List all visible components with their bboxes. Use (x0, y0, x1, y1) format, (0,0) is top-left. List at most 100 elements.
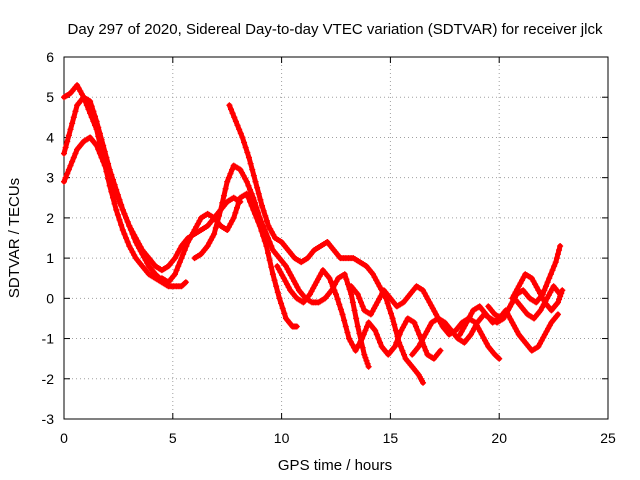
data-point (280, 275, 287, 282)
data-point (293, 323, 300, 330)
data-point (96, 130, 103, 137)
data-point (240, 172, 247, 179)
data-point (114, 194, 121, 201)
data-point (539, 304, 546, 311)
x-tick-label: 5 (169, 430, 177, 446)
y-axis-title: SDTVAR / TECUs (6, 178, 23, 298)
data-point (93, 142, 100, 149)
data-point (180, 251, 187, 258)
data-point (216, 212, 223, 219)
data-point (284, 281, 291, 288)
series-track-10 (457, 303, 561, 354)
data-point (116, 198, 123, 205)
data-point (278, 300, 285, 307)
data-point (279, 305, 286, 312)
data-point (72, 150, 79, 157)
data-point (262, 212, 269, 219)
data-point (276, 295, 283, 302)
data-point (111, 186, 118, 193)
data-point (422, 347, 429, 354)
data-point (265, 250, 271, 257)
data-point (281, 310, 288, 317)
data-point (427, 322, 434, 329)
data-point (287, 272, 294, 279)
data-point (105, 170, 112, 177)
data-point (242, 175, 249, 182)
data-point (356, 295, 363, 302)
data-point (136, 241, 143, 248)
data-point (399, 347, 406, 354)
data-point (206, 240, 213, 247)
data-point (259, 202, 266, 209)
y-axis-tick-labels: -3 -2 -1 0 1 2 3 4 5 6 (42, 49, 55, 427)
data-point (98, 136, 105, 143)
data-point (183, 243, 190, 250)
data-point (123, 235, 130, 241)
data-point (111, 200, 118, 207)
data-point (62, 144, 69, 151)
data-point (211, 230, 218, 237)
data-point (387, 310, 394, 317)
data-point (61, 178, 67, 185)
data-point (236, 126, 243, 133)
data-point (129, 249, 136, 256)
grid (64, 57, 608, 419)
data-point (64, 170, 71, 177)
data-point (248, 190, 255, 197)
data-point (181, 280, 188, 287)
data-point (274, 263, 281, 270)
data-point (537, 290, 543, 297)
data-point (354, 344, 361, 351)
data-point (339, 311, 346, 318)
data-point (377, 339, 384, 346)
data-point (509, 298, 516, 305)
data-point (92, 113, 99, 120)
data-point (412, 323, 419, 330)
data-point (265, 222, 272, 229)
data-point (374, 280, 381, 287)
data-point (261, 226, 268, 233)
data-point (308, 288, 315, 295)
data-point (285, 284, 292, 291)
data-point (100, 158, 107, 165)
data-point (357, 338, 364, 345)
data-point (377, 293, 384, 300)
data-point (268, 243, 275, 250)
data-point (119, 226, 126, 233)
data-point (395, 335, 402, 342)
y-tick-label: 2 (46, 210, 54, 226)
data-point (116, 216, 123, 223)
data-point (263, 230, 270, 237)
data-point (367, 311, 374, 318)
data-point (96, 150, 103, 157)
data-point (421, 343, 428, 350)
data-point (401, 321, 408, 328)
data-point (258, 218, 265, 225)
data-point (401, 351, 407, 358)
data-point (284, 266, 291, 273)
data-point (372, 302, 379, 309)
data-point (127, 225, 134, 232)
series-track-12 (485, 283, 564, 322)
data-point (98, 154, 105, 161)
data-point (418, 337, 425, 344)
data-point (372, 327, 379, 334)
data-point (253, 204, 260, 211)
data-point (134, 238, 141, 245)
data-point (279, 272, 286, 279)
data-point (88, 103, 95, 110)
data-point (353, 315, 360, 322)
data-point (540, 301, 547, 308)
data-point (224, 226, 231, 233)
data-point (186, 236, 193, 243)
data-point (311, 282, 318, 289)
data-point (214, 218, 221, 225)
data-point (232, 209, 239, 216)
y-tick-label: 0 (46, 290, 54, 306)
data-point (457, 331, 464, 338)
data-point (461, 322, 468, 329)
data-point (337, 306, 344, 313)
data-point (70, 114, 77, 121)
data-point (483, 340, 490, 347)
data-point (171, 271, 178, 278)
